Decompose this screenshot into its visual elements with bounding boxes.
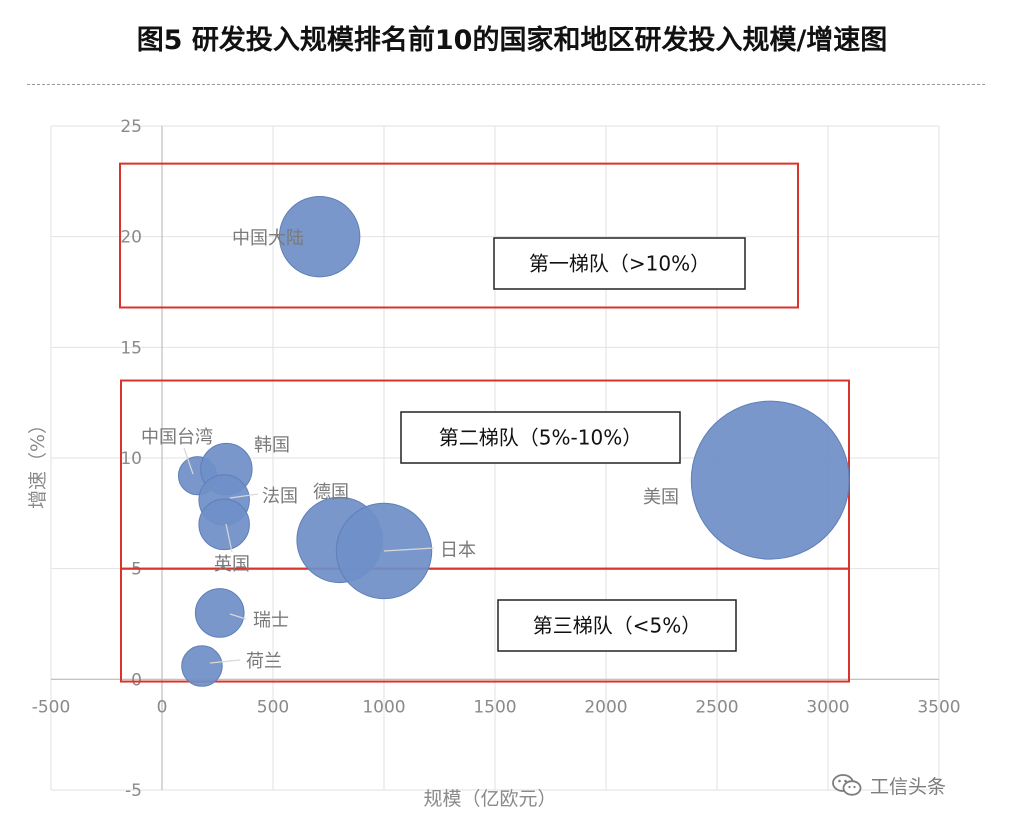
y-axis-title: 增速（%）: [27, 415, 49, 509]
axes: -500 0 500 1000 1500 2000 2500 3000 3500-5051015…: [32, 117, 961, 801]
y-tick-label: 10: [120, 449, 142, 469]
bubble: [690, 400, 850, 560]
y-tick-label: 15: [120, 338, 142, 358]
page-title: 图5 研发投入规模排名前10的国家和地区研发投入规模/增速图: [136, 25, 888, 56]
bubble-label: 法国: [262, 486, 298, 507]
leader-line: [225, 523, 233, 553]
bubble-label: 德国: [313, 482, 349, 503]
bubble-label: 荷兰: [246, 651, 282, 672]
bubble-label: 美国: [643, 487, 679, 508]
tier-label-box: [493, 237, 746, 290]
bubble-label: 中国大陆: [232, 228, 304, 249]
x-tick-label: 3000: [806, 697, 849, 717]
y-tick-label: 25: [120, 117, 142, 137]
tier-label: 第二梯队（5%-10%）: [439, 426, 642, 450]
leader-line: [209, 659, 241, 664]
tier-label-box: [497, 599, 737, 652]
tier-labels: 第一梯队（>10%） 第二梯队（5%-10%） 第三梯队（<5%）: [400, 237, 746, 652]
bubble: [194, 588, 245, 638]
leader-line: [229, 493, 259, 499]
bubble-label: 瑞士: [253, 610, 289, 631]
y-tick-label: 0: [131, 670, 142, 690]
x-tick-label: 2500: [695, 697, 738, 717]
tier-label-box: [400, 411, 681, 464]
leader-lines: [183, 447, 435, 664]
y-tick-label: -5: [125, 781, 142, 801]
tier-box: [119, 162, 799, 309]
watermark-text: 工信头条: [870, 775, 947, 798]
x-tick-label: 2000: [584, 697, 627, 717]
x-tick-label: 3500: [917, 697, 960, 717]
x-tick-label: 1500: [473, 697, 516, 717]
watermark: 工信头条: [832, 772, 946, 798]
bubble: [181, 645, 223, 687]
leader-line: [229, 613, 247, 620]
y-tick-label: 20: [120, 228, 142, 248]
x-tick-label: -500: [32, 697, 71, 717]
leader-line: [183, 447, 194, 475]
bubble-label: 日本: [440, 540, 476, 561]
x-tick-label: 500: [257, 697, 289, 717]
bubble: [198, 498, 250, 551]
wechat-logo-icon: [832, 774, 862, 796]
leader-line: [383, 547, 435, 552]
bubble-label: 韩国: [254, 435, 290, 456]
title-divider: [27, 84, 985, 85]
bubble: [278, 195, 361, 278]
tier-box: [120, 567, 850, 683]
x-tick-label: 0: [157, 697, 168, 717]
tier-label: 第三梯队（<5%）: [533, 614, 702, 638]
bubble-label: 中国台湾: [141, 427, 213, 448]
tier-label: 第一梯队（>10%）: [529, 252, 710, 276]
x-tick-label: 1000: [362, 697, 405, 717]
x-axis-title: 规模（亿欧元）: [423, 788, 556, 810]
bubble-label: 英国: [214, 554, 250, 575]
